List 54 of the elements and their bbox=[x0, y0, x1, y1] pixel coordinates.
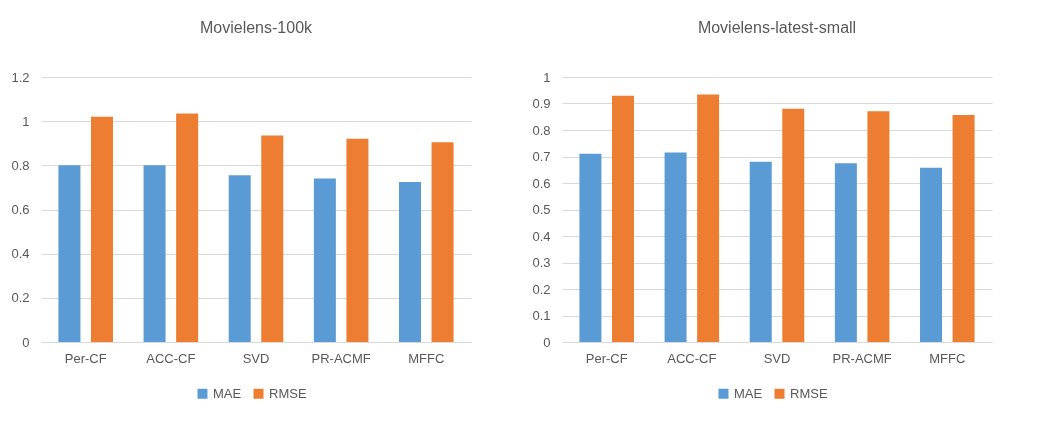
legend-label: RMSE bbox=[269, 385, 307, 401]
x-tick-label: Per-CF bbox=[64, 350, 107, 366]
chart-title: Movielens-100k bbox=[199, 19, 314, 36]
y-tick-label: 0.3 bbox=[532, 255, 551, 270]
y-tick-label: 0.4 bbox=[532, 228, 551, 244]
y-tick-label: 0.4 bbox=[11, 246, 30, 262]
bar bbox=[834, 163, 857, 342]
bar bbox=[782, 108, 805, 342]
y-tick-label: 0.1 bbox=[532, 308, 551, 323]
y-tick-label: 0.2 bbox=[11, 290, 30, 306]
x-tick-label: SVD bbox=[763, 350, 791, 366]
legend-label: RMSE bbox=[790, 385, 828, 401]
y-tick-label: 1 bbox=[22, 113, 30, 129]
y-tick-label: 0.6 bbox=[532, 175, 551, 191]
bar bbox=[749, 161, 772, 342]
y-tick-label: 0.5 bbox=[532, 202, 551, 217]
bar bbox=[228, 175, 251, 342]
bar bbox=[346, 138, 369, 342]
bar bbox=[143, 165, 166, 342]
x-tick-label: MFFC bbox=[929, 350, 966, 366]
bar bbox=[697, 94, 720, 342]
y-tick-label: 0 bbox=[22, 334, 30, 350]
x-tick-label: ACC-CF bbox=[146, 350, 196, 366]
x-tick-label: SVD bbox=[242, 350, 270, 366]
legend-label: MAE bbox=[734, 385, 763, 401]
x-tick-label: PR-ACMF bbox=[311, 350, 371, 366]
y-tick-label: 0 bbox=[543, 334, 551, 350]
y-tick-label: 0.9 bbox=[532, 96, 551, 111]
x-tick-label: MFFC bbox=[408, 350, 445, 366]
x-tick-label: Per-CF bbox=[585, 350, 628, 366]
bar bbox=[176, 113, 199, 342]
bar bbox=[920, 167, 943, 342]
y-tick-label: 0.6 bbox=[11, 202, 30, 217]
bar bbox=[313, 178, 336, 342]
bar bbox=[58, 165, 81, 342]
y-tick-label: 0.7 bbox=[532, 149, 551, 164]
bar bbox=[431, 142, 454, 342]
x-tick-label: PR-ACMF bbox=[832, 350, 892, 366]
bar bbox=[579, 153, 602, 342]
bar bbox=[611, 95, 634, 342]
y-tick-label: 0.8 bbox=[11, 157, 30, 173]
bar bbox=[90, 116, 113, 342]
bar bbox=[664, 152, 687, 342]
bar bbox=[867, 111, 890, 342]
y-tick-label: 0.8 bbox=[532, 122, 551, 138]
x-tick-label: ACC-CF bbox=[667, 350, 717, 366]
bar bbox=[261, 135, 284, 342]
legend-label: MAE bbox=[213, 385, 242, 401]
y-tick-label: 1 bbox=[543, 69, 551, 85]
bar bbox=[952, 114, 975, 342]
chart-title: Movielens-latest-small bbox=[697, 19, 857, 36]
y-tick-label: 0.2 bbox=[532, 281, 551, 297]
y-tick-label: 1.2 bbox=[11, 69, 30, 85]
bar bbox=[399, 181, 422, 342]
